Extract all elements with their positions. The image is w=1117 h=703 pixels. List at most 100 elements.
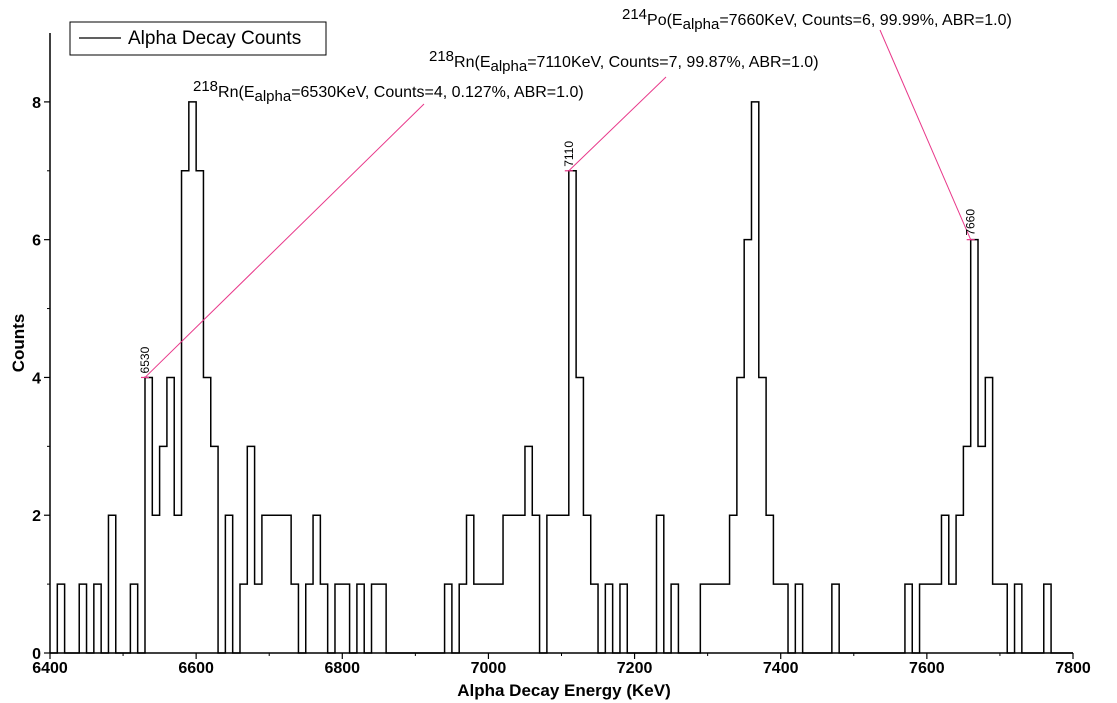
histogram-bin [291, 584, 298, 653]
y-tick-label: 4 [32, 370, 41, 387]
histogram-bin [832, 584, 839, 653]
histogram-bin [700, 584, 707, 653]
x-tick-label: 7400 [763, 660, 799, 677]
y-axis-label: Counts [9, 314, 28, 373]
peak-labels: 6530 7110 7660 [138, 141, 978, 379]
legend: Alpha Decay Counts [69, 21, 327, 56]
histogram-bin [795, 584, 802, 653]
x-tick-label: 7000 [471, 660, 507, 677]
histogram-bin [934, 584, 941, 653]
histogram-bin [108, 515, 115, 653]
histogram-bin [525, 446, 532, 653]
histogram-bin [503, 515, 510, 653]
histogram-bin [730, 515, 737, 653]
y-tick-label: 0 [32, 646, 41, 663]
histogram-bin [496, 584, 503, 653]
x-tick-label: 7600 [909, 660, 945, 677]
histogram-bin [277, 515, 284, 653]
histogram-bin [313, 515, 320, 653]
histogram-bin [335, 584, 342, 653]
histogram-bin [949, 584, 956, 653]
histogram-bin [510, 515, 517, 653]
histogram-bin [605, 584, 612, 653]
histogram-bin [240, 584, 247, 653]
histogram-bin [759, 377, 766, 653]
histogram-bin [971, 240, 978, 653]
histogram-bin [978, 446, 985, 653]
histogram-bin [130, 584, 137, 653]
histogram-bin [1044, 584, 1051, 653]
histogram-bin [225, 515, 232, 653]
annotation-text: 218Rn(Ealpha=6530KeV, Counts=4, 0.127%, … [193, 78, 584, 105]
annotation-lines [144, 29, 972, 378]
histogram-bin [167, 377, 174, 653]
histogram-bin [905, 584, 912, 653]
x-tick-label: 6400 [32, 660, 68, 677]
histogram-series [50, 101, 1073, 654]
histogram-bin [737, 377, 744, 653]
histogram-bin [342, 584, 349, 653]
histogram-bin [956, 515, 963, 653]
histogram-bin [532, 515, 539, 653]
histogram-bin [920, 584, 927, 653]
histogram-bin [474, 584, 481, 653]
histogram-bin [963, 446, 970, 653]
y-tick-label: 8 [32, 95, 41, 112]
histogram-bin [152, 515, 159, 653]
x-tick-label: 7800 [1055, 660, 1091, 677]
histogram-bin [751, 102, 758, 653]
histogram-bin [569, 171, 576, 653]
histogram-bin [160, 446, 167, 653]
histogram-bin [766, 515, 773, 653]
histogram-bin [357, 584, 364, 653]
histogram-bin [781, 584, 788, 653]
annotation-text: 218Rn(Ealpha=7110KeV, Counts=7, 99.87%, … [429, 48, 819, 75]
histogram-bin [467, 515, 474, 653]
x-tick-label: 6600 [178, 660, 214, 677]
axes: 6400 6600 6800 7000 7200 7400 7600 7800 0 2 4 6 8 [32, 33, 1091, 677]
histogram-bin [284, 515, 291, 653]
histogram-bin [583, 515, 590, 653]
histogram-bin [1000, 584, 1007, 653]
histogram-bin [1015, 584, 1022, 653]
histogram-bin [927, 584, 934, 653]
histogram-bin [554, 515, 561, 653]
histogram-bin [488, 584, 495, 653]
legend-label: Alpha Decay Counts [128, 28, 301, 49]
histogram-bin [715, 584, 722, 653]
histogram-bin [320, 584, 327, 653]
histogram-bin [445, 584, 452, 653]
annotation-leader-line [879, 29, 972, 240]
histogram-bin [941, 515, 948, 653]
peak-energy-label: 7110 [562, 141, 576, 167]
y-tick-label: 2 [32, 508, 41, 525]
histogram-bin [459, 584, 466, 653]
histogram-bin [269, 515, 276, 653]
histogram-bin [562, 515, 569, 653]
histogram-bin [79, 584, 86, 653]
x-axis-label: Alpha Decay Energy (KeV) [457, 681, 671, 700]
histogram-bin [518, 515, 525, 653]
annotation-leader-line [144, 103, 425, 378]
histogram-bin [262, 515, 269, 653]
y-tick-label: 6 [32, 233, 41, 250]
histogram-bin [255, 584, 262, 653]
histogram-bin [620, 584, 627, 653]
histogram-bin [773, 584, 780, 653]
histogram-bin [985, 377, 992, 653]
histogram-bin [547, 515, 554, 653]
histogram-bin [372, 584, 379, 653]
histogram-bin [591, 584, 598, 653]
peak-energy-label: 7660 [964, 209, 978, 236]
histogram-bin [196, 171, 203, 653]
histogram-bin [189, 102, 196, 653]
histogram-bin [182, 171, 189, 653]
histogram-bin [656, 515, 663, 653]
histogram-bin [744, 240, 751, 653]
legend-box [69, 21, 327, 56]
histogram-bin [481, 584, 488, 653]
histogram-bin [247, 446, 254, 653]
histogram-bin [94, 584, 101, 653]
peak-energy-label: 6530 [138, 346, 152, 373]
